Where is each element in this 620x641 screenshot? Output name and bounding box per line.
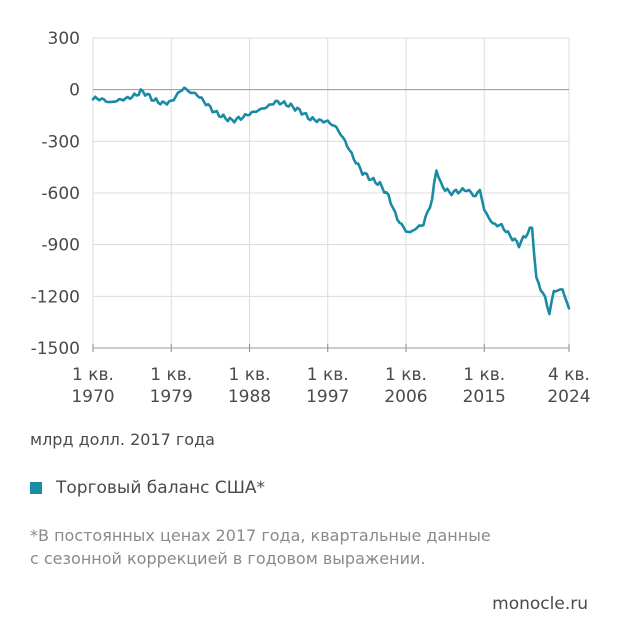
x-tick-label-year: 1979 (150, 387, 193, 407)
x-tick-label-quarter: 1 кв. (307, 365, 349, 385)
x-tick-label-quarter: 1 кв. (150, 365, 192, 385)
x-tick-label-quarter: 1 кв. (72, 365, 114, 385)
y-tick-label: -600 (41, 184, 80, 204)
y-tick-label: -1500 (31, 339, 80, 359)
x-tick-label-year: 1997 (306, 387, 349, 407)
footnote-line-2: с сезонной коррекцией в годовом выражени… (30, 549, 426, 568)
x-tick-label-year: 2024 (547, 387, 590, 407)
x-tick-label-quarter: 1 кв. (385, 365, 427, 385)
x-tick-label-quarter: 4 кв. (548, 365, 590, 385)
legend: Торговый баланс США* (30, 478, 265, 498)
y-tick-label: -1200 (31, 287, 80, 307)
x-tick-label-quarter: 1 кв. (229, 365, 271, 385)
footnote-line-1: *В постоянных ценах 2017 года, квартальн… (30, 526, 491, 545)
unit-label: млрд долл. 2017 года (30, 430, 215, 449)
y-tick-label: -300 (41, 132, 80, 152)
x-tick-label-year: 1970 (71, 387, 114, 407)
x-tick-label-quarter: 1 кв. (463, 365, 505, 385)
legend-label: Торговый баланс США* (56, 478, 266, 498)
x-tick-label-year: 2006 (384, 387, 427, 407)
series-line (91, 86, 571, 316)
x-tick-label-year: 1988 (228, 387, 271, 407)
y-tick-label: 300 (48, 29, 80, 49)
x-tick-label-year: 2015 (463, 387, 506, 407)
footnote: *В постоянных ценах 2017 года, квартальн… (30, 524, 590, 570)
y-tick-label: 0 (69, 81, 80, 101)
brand-watermark: monocle.ru (492, 594, 588, 614)
legend-swatch (30, 482, 42, 494)
y-tick-label: -900 (41, 236, 80, 256)
